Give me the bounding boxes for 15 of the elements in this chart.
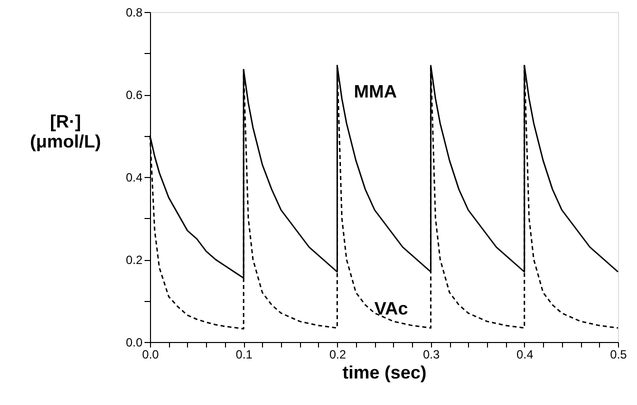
y-tick-label: 0.2 (126, 253, 143, 267)
x-axis-title: time (sec) (342, 362, 427, 382)
y-axis-title: [R·] (μmol/L) (30, 112, 102, 152)
y-tick-label: 0.4 (126, 170, 143, 184)
y-tick-label: 0.8 (126, 6, 143, 20)
x-tick-label: 0.4 (516, 348, 534, 362)
x-tick-label: 0.5 (610, 348, 628, 362)
x-tick-label: 0.1 (236, 348, 253, 362)
x-tick-label: 0.0 (142, 348, 160, 362)
y-tick-label: 0.6 (126, 88, 143, 102)
series-label: VAc (374, 298, 408, 318)
y-tick-label: 0.0 (126, 336, 143, 350)
series-label: MMA (354, 82, 397, 102)
x-tick-label: 0.3 (422, 348, 440, 362)
x-tick-label: 0.2 (329, 348, 346, 362)
